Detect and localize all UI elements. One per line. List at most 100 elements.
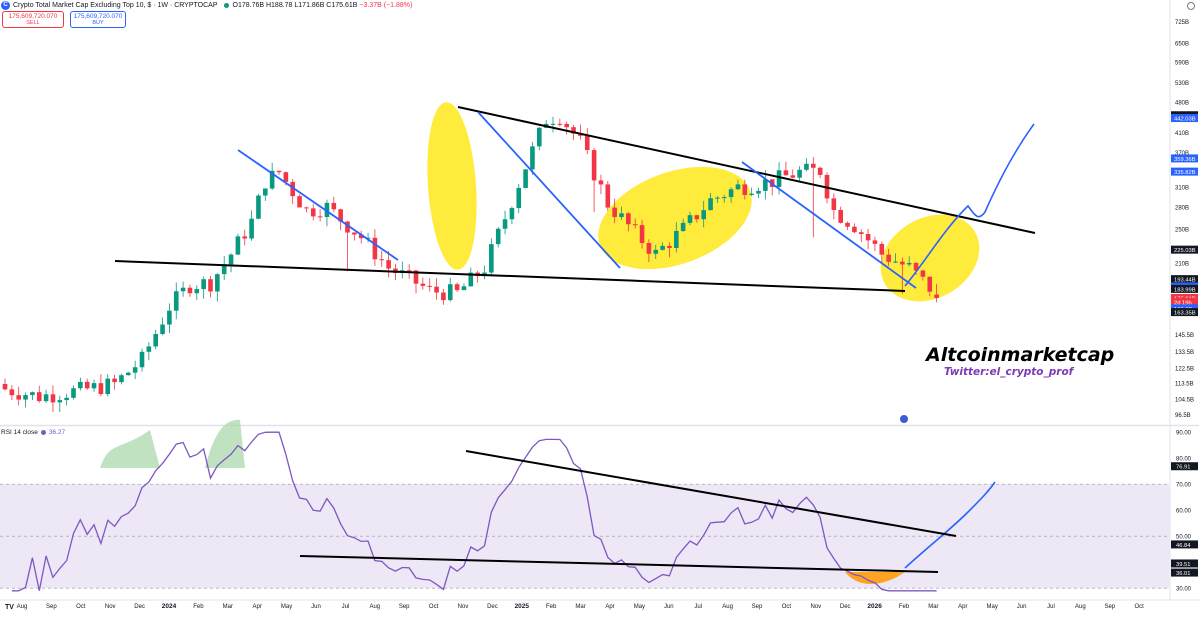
price-tick-label: 250B	[1175, 228, 1189, 234]
candle-body	[680, 222, 686, 231]
rsi-tick-label: 60.00	[1176, 509, 1192, 515]
price-tick-label: 370B	[1175, 151, 1189, 157]
time-axis-label: Feb	[899, 604, 910, 610]
symbol-title[interactable]: Crypto Total Market Cap Excluding Top 10…	[13, 2, 218, 9]
buy-button[interactable]: 175,609,720.070 BUY	[70, 11, 126, 28]
candle-body	[591, 150, 597, 181]
candle-body	[345, 221, 350, 233]
watermark-twitter: Twitter:el_crypto_prof	[944, 366, 1075, 378]
event-flag-icon[interactable]	[900, 415, 908, 423]
time-axis-label: Apr	[605, 604, 614, 610]
candle-body	[626, 213, 631, 225]
time-axis-label: Dec	[840, 604, 851, 610]
rsi-value-tag-label: 76.91	[1176, 465, 1191, 471]
candle-body	[742, 184, 748, 195]
ohlc-values: O178.76B H188.78 L171.86B C175.61B −3.37…	[233, 2, 413, 9]
settings-gear-icon[interactable]	[1187, 2, 1195, 10]
time-axis-label: Oct	[76, 604, 86, 610]
candle-body	[920, 270, 926, 277]
candle-body	[653, 249, 659, 254]
time-axis-label: May	[281, 604, 292, 610]
candle-body	[304, 207, 309, 209]
symbol-logo-icon[interactable]: C	[1, 1, 10, 10]
price-pane[interactable]	[0, 0, 1170, 424]
rsi-tick-label: 90.00	[1176, 431, 1192, 437]
candle-body	[2, 383, 8, 390]
candle-body	[584, 135, 590, 151]
candle-body	[776, 170, 782, 187]
tradingview-logo-icon[interactable]: TV	[5, 604, 14, 611]
rsi-header: RSI 14 close 36.27	[1, 429, 65, 436]
candle-body	[571, 127, 576, 134]
candle-body	[927, 276, 933, 292]
price-tag	[1171, 284, 1198, 293]
candle-body	[160, 324, 165, 334]
candle-body	[358, 234, 364, 239]
trendline-blue-1	[237, 149, 399, 261]
candle-body	[379, 259, 385, 261]
candle-body	[619, 213, 624, 218]
change-text: −3.37B (−1.88%)	[359, 2, 413, 9]
price-tick-label: 145.5B	[1175, 333, 1194, 339]
price-tag-label: 335.82B	[1174, 170, 1196, 176]
candle-body	[913, 262, 919, 271]
time-axis-label: Aug	[17, 604, 28, 610]
candle-body	[797, 169, 802, 178]
candle-body	[228, 254, 234, 265]
time-axis-label: Aug	[1075, 604, 1086, 610]
rsi-projection-path	[904, 481, 996, 569]
candle-body	[153, 333, 158, 347]
trendline-blue-3	[741, 161, 917, 289]
candle-body	[84, 381, 90, 389]
candle-body	[674, 230, 679, 248]
price-tick-label: 113.5B	[1175, 382, 1194, 388]
time-axis-label: Sep	[1104, 604, 1115, 610]
time-axis-label: Mar	[575, 604, 585, 610]
time-axis-label: Jun	[664, 604, 674, 610]
candle-body	[98, 383, 104, 395]
candle-body	[632, 224, 638, 226]
rsi-tick-label: 30.00	[1176, 587, 1192, 593]
price-tag	[1171, 167, 1198, 176]
candle-body	[831, 198, 837, 210]
time-axis-label: 2025	[515, 603, 530, 610]
rsi-value-tag	[1171, 540, 1198, 549]
candle-body	[523, 169, 528, 188]
candle-body	[43, 394, 49, 402]
rsi-value: 36.27	[48, 429, 66, 436]
price-tick-label: 96.5B	[1175, 413, 1191, 419]
candle-body	[50, 394, 56, 403]
time-axis-label: Jun	[1017, 604, 1027, 610]
candle-body	[201, 279, 206, 290]
candle-body	[180, 287, 186, 292]
candle-body	[215, 274, 220, 292]
candle-body	[502, 219, 508, 229]
candle-body	[858, 232, 864, 235]
rsi-label[interactable]: RSI 14 close	[1, 429, 38, 436]
candle-body	[461, 286, 467, 291]
candle-body	[598, 180, 604, 185]
candle-body	[447, 284, 453, 301]
candle-body	[893, 261, 898, 263]
trendline-blue-2	[477, 111, 621, 269]
candle-body	[242, 236, 248, 239]
candle-body	[71, 388, 76, 398]
candle-body	[783, 170, 789, 176]
time-axis-label: Nov	[105, 604, 116, 610]
time-axis-label: Sep	[46, 604, 57, 610]
candle-body	[420, 283, 426, 286]
price-tag-label: 442.03B	[1174, 117, 1196, 123]
candle-body	[324, 202, 330, 218]
time-axis-label: Jul	[694, 604, 702, 610]
price-tag-label: 225.03B	[1174, 248, 1196, 254]
rsi-value-tag-label: 46.84	[1176, 543, 1191, 549]
candle-body	[701, 210, 706, 220]
candle-body	[331, 202, 337, 210]
time-axis-label: 2026	[867, 603, 882, 610]
candle-body	[30, 392, 35, 396]
candle-body	[105, 378, 111, 395]
sell-button[interactable]: 175,609,720.070 SELL	[2, 11, 64, 28]
candle-body	[16, 395, 21, 400]
